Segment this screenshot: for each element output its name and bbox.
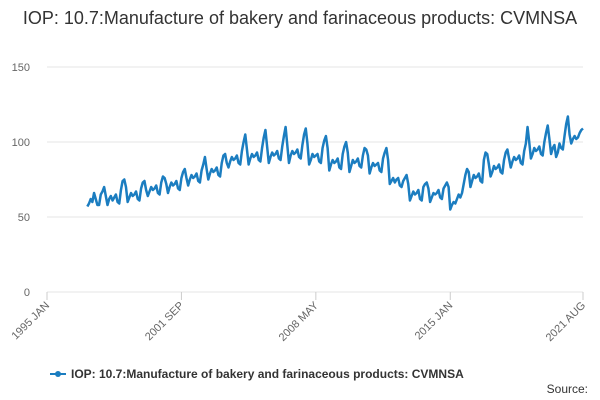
y-tick-label: 50 [18,212,30,224]
x-tick-label: 2015 JAN [413,300,456,343]
chart-title: IOP: 10.7:Manufacture of bakery and fari… [22,8,578,28]
x-tick-label: 2008 MAY [277,299,322,344]
legend-label: IOP: 10.7:Manufacture of bakery and fari… [71,367,464,381]
source: Source: [547,382,588,396]
series-line [86,115,584,211]
y-tick-label: 150 [12,62,30,74]
x-tick-label: 1995 JAN [9,300,52,343]
y-tick-label: 0 [24,287,30,299]
y-tick-label: 100 [12,137,30,149]
legend-marker [55,371,61,377]
x-tick-label: 2021 AUG [544,300,588,344]
x-tick-label: 2001 SEP [143,300,187,344]
